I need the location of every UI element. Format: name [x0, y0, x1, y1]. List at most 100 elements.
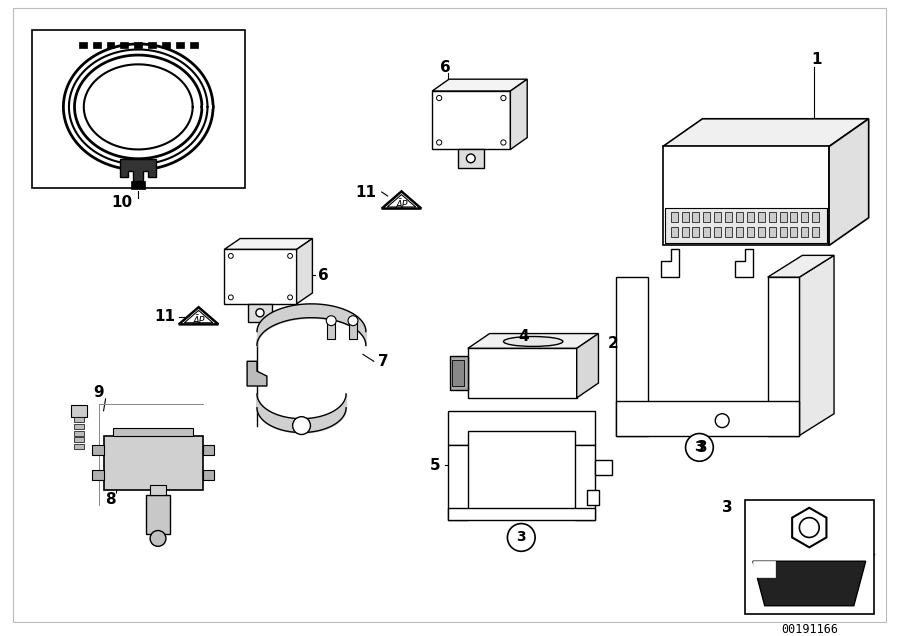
Bar — [704, 226, 710, 237]
Bar — [176, 41, 184, 48]
Polygon shape — [387, 195, 416, 207]
Text: ÃP: ÃP — [395, 200, 408, 210]
Text: 3: 3 — [517, 530, 526, 544]
Bar — [670, 226, 678, 237]
Text: 2: 2 — [608, 336, 618, 351]
Bar — [790, 212, 797, 222]
Bar — [670, 212, 678, 222]
Bar — [93, 41, 101, 48]
Text: 11: 11 — [356, 184, 376, 200]
Bar — [328, 321, 335, 338]
Circle shape — [327, 315, 337, 326]
Polygon shape — [735, 249, 753, 277]
Circle shape — [150, 530, 166, 546]
Bar — [190, 41, 198, 48]
Bar — [452, 360, 464, 386]
Polygon shape — [448, 411, 595, 445]
Polygon shape — [121, 160, 156, 181]
Polygon shape — [92, 470, 104, 480]
Bar — [745, 500, 874, 614]
Bar — [801, 226, 808, 237]
Circle shape — [292, 417, 310, 434]
Bar — [758, 226, 765, 237]
Bar — [736, 226, 743, 237]
Bar — [692, 226, 699, 237]
Polygon shape — [595, 460, 612, 475]
Polygon shape — [799, 256, 834, 436]
Polygon shape — [753, 561, 866, 605]
Bar — [681, 212, 688, 222]
Text: 5: 5 — [430, 458, 440, 473]
Text: 3: 3 — [698, 440, 707, 455]
Polygon shape — [184, 310, 212, 323]
Polygon shape — [202, 445, 214, 455]
Bar — [715, 212, 721, 222]
Circle shape — [256, 308, 264, 317]
Polygon shape — [202, 470, 214, 480]
Circle shape — [799, 518, 819, 537]
Polygon shape — [829, 119, 868, 245]
Circle shape — [508, 523, 536, 551]
Bar — [224, 249, 297, 304]
Polygon shape — [587, 490, 599, 505]
Text: 8: 8 — [105, 492, 116, 508]
Circle shape — [348, 315, 358, 326]
Circle shape — [229, 295, 233, 300]
Ellipse shape — [503, 336, 562, 347]
Bar — [74, 424, 84, 429]
Bar — [575, 445, 595, 520]
Polygon shape — [382, 191, 421, 209]
Polygon shape — [662, 119, 868, 146]
Text: 3: 3 — [722, 501, 733, 515]
Circle shape — [500, 95, 506, 100]
Bar — [71, 405, 86, 417]
Polygon shape — [616, 277, 648, 436]
Bar — [74, 445, 84, 450]
Bar — [769, 212, 776, 222]
Bar — [747, 226, 754, 237]
Bar — [79, 41, 86, 48]
Polygon shape — [768, 256, 834, 277]
Bar — [131, 181, 145, 189]
Bar — [146, 495, 170, 534]
Circle shape — [288, 254, 292, 258]
Bar — [715, 226, 721, 237]
Bar — [162, 41, 170, 48]
Bar — [813, 226, 819, 237]
Bar — [736, 212, 743, 222]
Text: 10: 10 — [111, 195, 132, 211]
Bar — [74, 417, 84, 422]
Circle shape — [436, 95, 442, 100]
Bar — [349, 321, 357, 338]
Bar — [468, 349, 577, 398]
Bar — [448, 508, 595, 520]
Bar — [121, 41, 129, 48]
Text: ÃP: ÃP — [193, 315, 205, 326]
Circle shape — [686, 434, 714, 461]
Bar — [448, 445, 468, 520]
Polygon shape — [662, 146, 829, 245]
Bar — [692, 212, 699, 222]
Text: 3: 3 — [695, 440, 704, 454]
Text: 1: 1 — [811, 52, 822, 67]
Bar — [432, 91, 510, 149]
Polygon shape — [450, 356, 468, 390]
Bar — [681, 226, 688, 237]
Bar — [148, 41, 156, 48]
Bar — [813, 212, 819, 222]
Circle shape — [436, 140, 442, 145]
Text: 6: 6 — [440, 60, 450, 75]
Bar — [704, 212, 710, 222]
Polygon shape — [510, 80, 527, 149]
Bar — [725, 226, 732, 237]
Text: 6: 6 — [318, 268, 328, 282]
Polygon shape — [792, 508, 826, 548]
Circle shape — [288, 295, 292, 300]
Bar — [248, 304, 272, 322]
Bar — [769, 226, 776, 237]
Circle shape — [229, 254, 233, 258]
Bar — [779, 226, 787, 237]
Circle shape — [500, 140, 506, 145]
Bar — [104, 436, 202, 490]
Bar — [134, 41, 142, 48]
